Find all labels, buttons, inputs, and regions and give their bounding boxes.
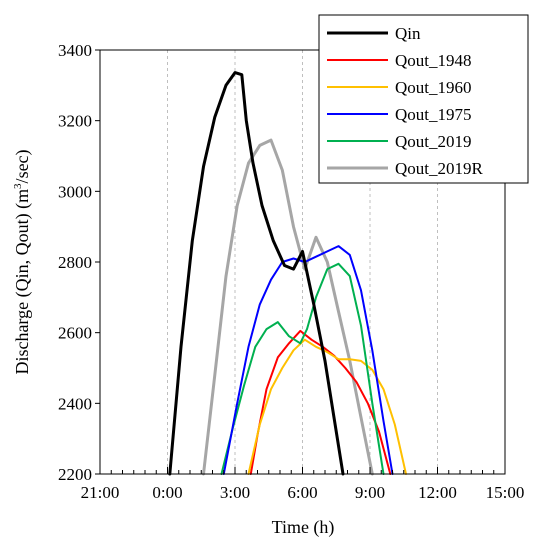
legend-box <box>318 14 529 184</box>
y-axis-label-prefix: Discharge (Qin, Qout) (m <box>12 189 33 375</box>
x-tick-label: 15:00 <box>486 483 525 502</box>
y-tick-label: 2200 <box>58 465 92 484</box>
series-line-qin <box>168 71 345 476</box>
x-tick-label: 9:00 <box>355 483 385 502</box>
y-axis-label: Discharge (Qin, Qout) (m3/sec) <box>12 149 33 374</box>
y-tick-label: 2800 <box>58 253 92 272</box>
legend: Qin Qout_1948 Qout_1960 Qout_1975 Qout_2019 Q… <box>318 14 529 184</box>
x-axis-label: Time (h) <box>272 517 335 538</box>
y-tick-label: 2600 <box>58 324 92 343</box>
x-tick-label: 6:00 <box>287 483 317 502</box>
x-tick-label: 0:00 <box>152 483 182 502</box>
legend-label: Qout_2019 <box>395 132 472 151</box>
legend-label: Qout_1948 <box>395 51 472 70</box>
series-line-qout-1948 <box>249 329 392 475</box>
legend-items: Qin Qout_1948 Qout_1960 Qout_1975 Qout_2019 Q… <box>327 24 484 178</box>
series-line-qout-1960 <box>247 338 407 475</box>
x-tick-label: 12:00 <box>418 483 457 502</box>
series-line-qout-1975 <box>222 245 394 475</box>
legend-label: Qout_1975 <box>395 105 472 124</box>
y-tick-label: 3200 <box>58 112 92 131</box>
y-tick-label: 3000 <box>58 182 92 201</box>
legend-label: Qin <box>395 24 421 43</box>
y-axis-label-suffix: /sec) <box>12 149 33 183</box>
series-layer <box>168 71 407 476</box>
series-line-qout-2019r <box>202 138 374 476</box>
series-line-qout-2019 <box>220 262 385 475</box>
legend-label: Qout_1960 <box>395 78 472 97</box>
y-tick-label: 3400 <box>58 41 92 60</box>
y-axis-label-sup: 3 <box>12 183 24 189</box>
x-tick-label: 21:00 <box>81 483 120 502</box>
tick-layer: 21:00 0:00 3:00 6:00 9:00 12:00 15:00 2200 2400 2… <box>58 41 524 502</box>
legend-label: Qout_2019R <box>395 159 484 178</box>
x-tick-label: 3:00 <box>220 483 250 502</box>
y-tick-label: 2400 <box>58 394 92 413</box>
